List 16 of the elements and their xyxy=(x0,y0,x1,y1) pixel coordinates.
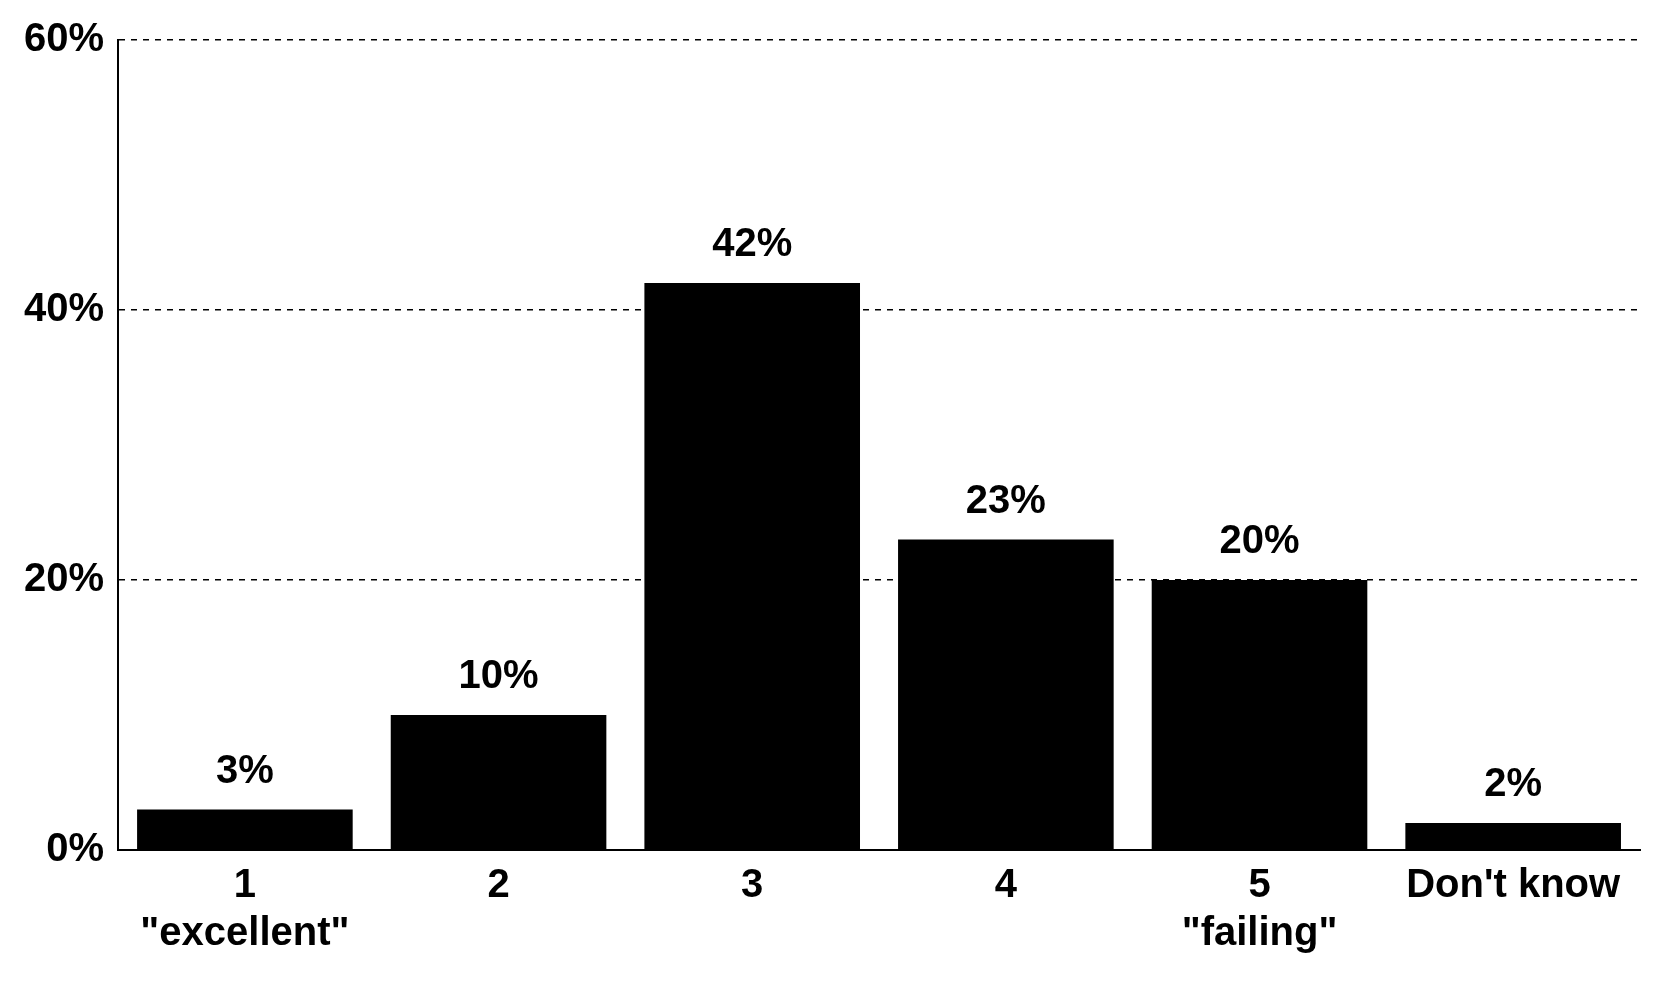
x-tick-label: Don't know xyxy=(1406,861,1622,906)
data-label: 2% xyxy=(1484,760,1543,805)
y-tick-label: 40% xyxy=(24,285,105,330)
y-tick-label: 60% xyxy=(24,15,105,60)
x-tick-label: 5 "failing" xyxy=(1181,861,1338,954)
x-tick-label: 1 "excellent" xyxy=(140,861,350,954)
data-label: 10% xyxy=(458,652,539,697)
x-tick-label: 2 xyxy=(487,861,510,906)
data-label: 3% xyxy=(215,746,274,791)
y-tick-label: 0% xyxy=(46,825,105,870)
x-tick-label: 3 xyxy=(741,861,764,906)
data-label: 42% xyxy=(712,220,793,265)
data-label: 23% xyxy=(965,476,1046,521)
x-tick-label: 4 xyxy=(994,861,1018,906)
y-tick-label: 20% xyxy=(24,555,105,600)
data-label: 20% xyxy=(1219,517,1300,562)
